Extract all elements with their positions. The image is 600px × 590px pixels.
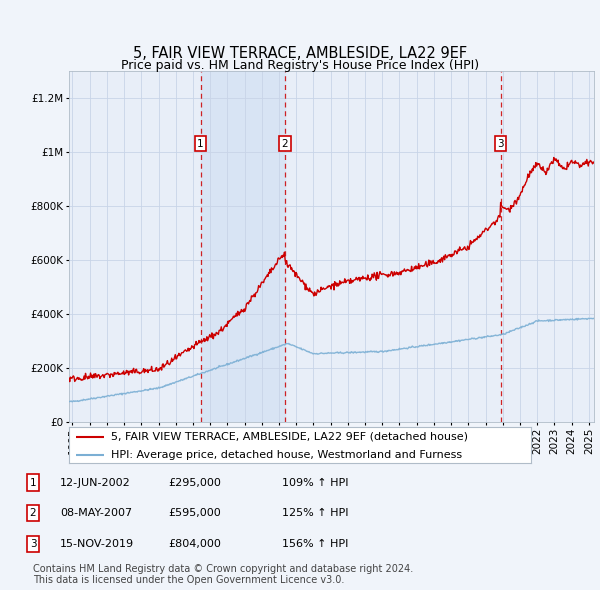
- Text: 5, FAIR VIEW TERRACE, AMBLESIDE, LA22 9EF: 5, FAIR VIEW TERRACE, AMBLESIDE, LA22 9E…: [133, 46, 467, 61]
- Text: 15-NOV-2019: 15-NOV-2019: [60, 539, 134, 549]
- Text: Contains HM Land Registry data © Crown copyright and database right 2024.
This d: Contains HM Land Registry data © Crown c…: [33, 563, 413, 585]
- Text: 08-MAY-2007: 08-MAY-2007: [60, 509, 132, 518]
- Text: £295,000: £295,000: [168, 478, 221, 487]
- Text: £595,000: £595,000: [168, 509, 221, 518]
- Text: 5, FAIR VIEW TERRACE, AMBLESIDE, LA22 9EF (detached house): 5, FAIR VIEW TERRACE, AMBLESIDE, LA22 9E…: [110, 432, 467, 442]
- Text: 1: 1: [29, 478, 37, 487]
- Text: HPI: Average price, detached house, Westmorland and Furness: HPI: Average price, detached house, West…: [110, 450, 462, 460]
- Text: 125% ↑ HPI: 125% ↑ HPI: [282, 509, 349, 518]
- Bar: [200, 71, 285, 422]
- Text: 2: 2: [29, 509, 37, 518]
- Text: £804,000: £804,000: [168, 539, 221, 549]
- Text: 3: 3: [497, 139, 504, 149]
- Text: 1: 1: [197, 139, 204, 149]
- Text: 109% ↑ HPI: 109% ↑ HPI: [282, 478, 349, 487]
- Text: 12-JUN-2002: 12-JUN-2002: [60, 478, 131, 487]
- Text: 2: 2: [282, 139, 289, 149]
- Text: Price paid vs. HM Land Registry's House Price Index (HPI): Price paid vs. HM Land Registry's House …: [121, 59, 479, 72]
- Text: 156% ↑ HPI: 156% ↑ HPI: [282, 539, 349, 549]
- Text: 3: 3: [29, 539, 37, 549]
